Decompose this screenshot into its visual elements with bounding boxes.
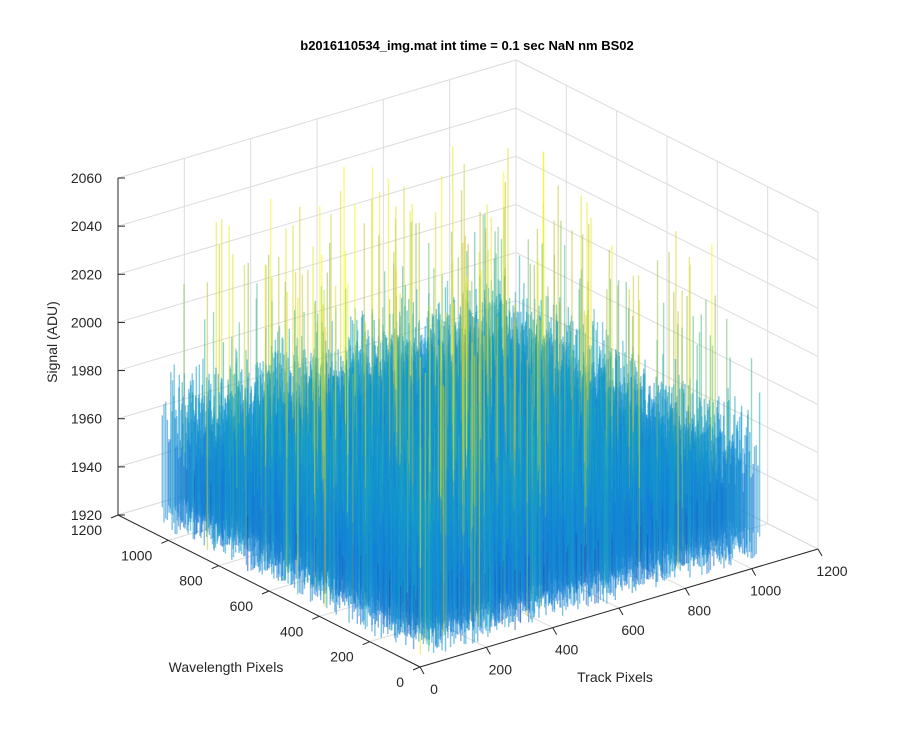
grid-line (117, 107, 517, 227)
grid-line (515, 107, 819, 261)
grid-line (515, 59, 819, 213)
grid-line (515, 155, 819, 309)
grid-line (117, 155, 517, 275)
surface (161, 146, 761, 655)
grid-line (515, 252, 819, 406)
grid-line (117, 59, 517, 179)
grid-line (515, 203, 819, 357)
